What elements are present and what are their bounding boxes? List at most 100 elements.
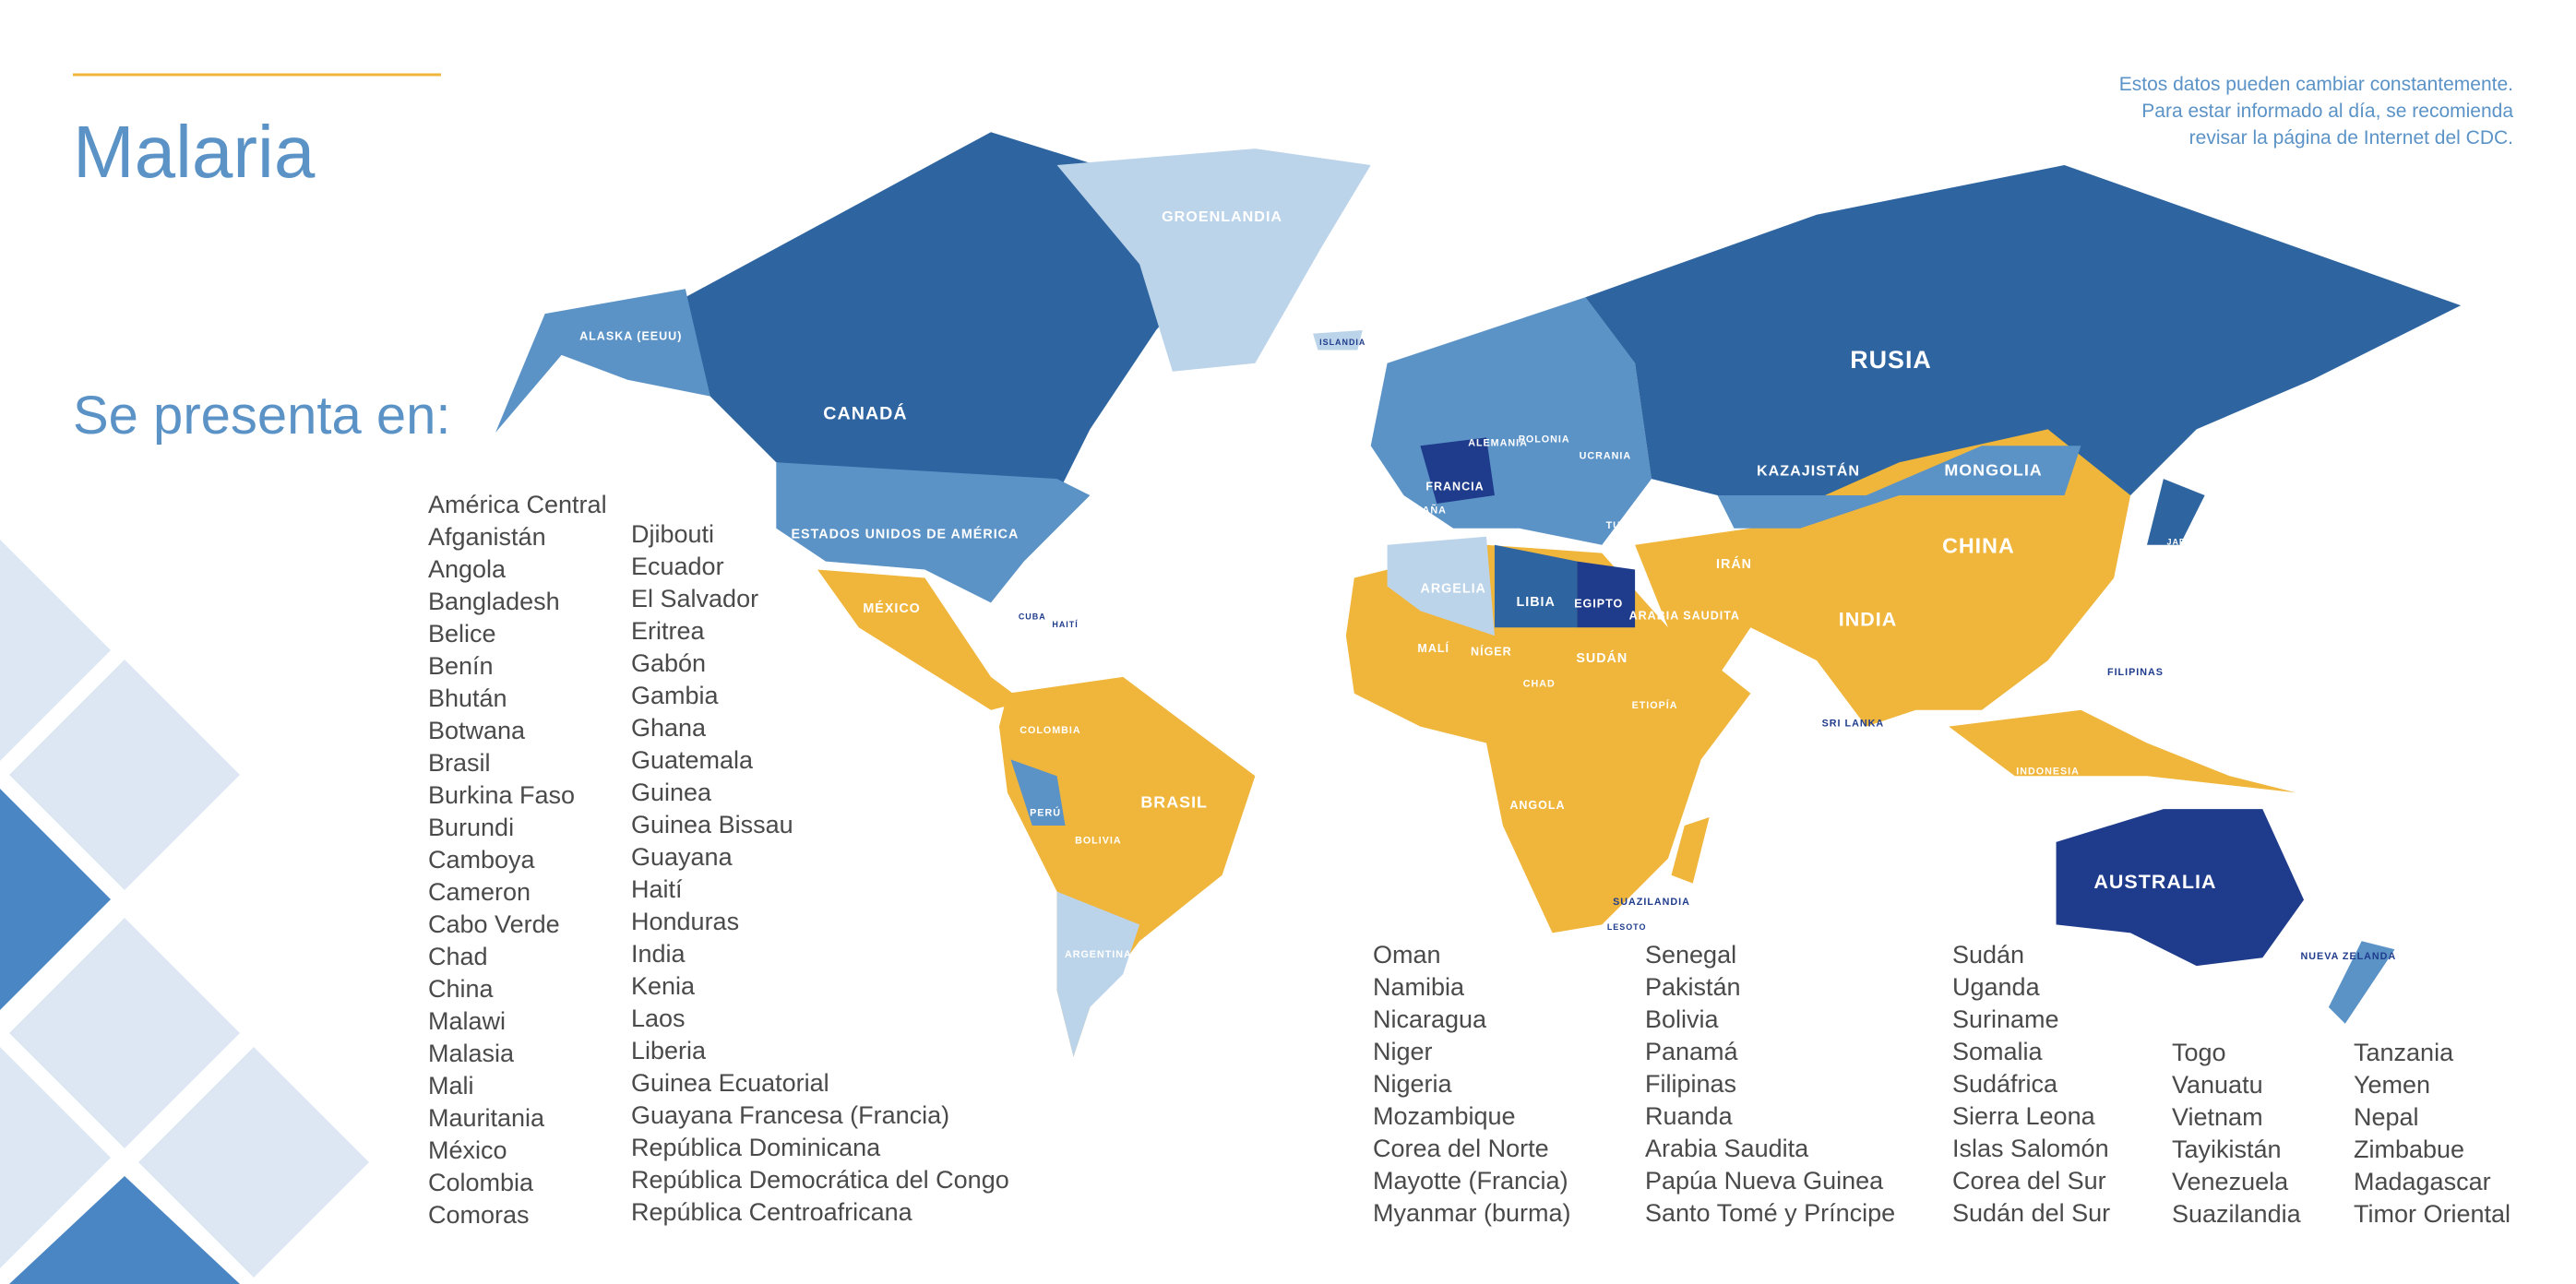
region	[1313, 330, 1363, 351]
country-item: Chad	[428, 943, 488, 970]
map-label: INDONESIA	[2016, 767, 2080, 778]
region	[2056, 809, 2305, 967]
country-item: Malasia	[428, 1040, 515, 1067]
country-item: Myanmar (burma)	[1373, 1199, 1571, 1227]
country-item: Sierra Leona	[1952, 1102, 2096, 1130]
country-item: Sudán	[1952, 941, 2024, 969]
map-label: BOLIVIA	[1075, 836, 1122, 847]
country-item: Cabo Verde	[428, 910, 560, 938]
country-item: Yemen	[2354, 1071, 2430, 1099]
country-item: Pakistán	[1645, 973, 1741, 1001]
region	[1671, 817, 1710, 884]
map-label: UCRANIA	[1580, 451, 1632, 462]
country-item: Arabia Saudita	[1645, 1135, 1809, 1162]
country-item: Sudán del Sur	[1952, 1199, 2110, 1227]
country-item: El Salvador	[631, 585, 758, 612]
note-line: Estos datos pueden cambiar constantement…	[2119, 74, 2513, 95]
map-label: ALASKA (EEUU)	[579, 330, 682, 343]
country-item: Panamá	[1645, 1038, 1739, 1065]
map-label: INDIA	[1839, 608, 1897, 630]
country-item: República Democrática del Congo	[631, 1166, 1009, 1194]
region	[817, 569, 1024, 710]
map-label: EGIPTO	[1574, 598, 1623, 611]
map-label: CHINA	[1942, 534, 2015, 558]
map-label: BRASIL	[1140, 792, 1208, 811]
country-item: Namibia	[1373, 973, 1465, 1001]
map-label: MÉXICO	[863, 600, 920, 616]
country-item: Ghana	[631, 714, 707, 742]
region	[1345, 544, 1751, 933]
country-item: Bhután	[428, 684, 507, 712]
map-label: CUBA	[1019, 612, 1046, 621]
country-item: Nigeria	[1373, 1070, 1453, 1098]
country-item: Laos	[631, 1005, 686, 1032]
country-item: Togo	[2172, 1039, 2226, 1066]
title: Malaria	[73, 111, 316, 193]
note-line: Para estar informado al día, se recomien…	[2141, 101, 2513, 122]
country-item: Burkina Faso	[428, 781, 575, 809]
country-item: Ecuador	[631, 553, 724, 580]
country-item: Mali	[428, 1072, 474, 1100]
country-item: Guinea	[631, 779, 712, 806]
map-label: FRANCIA	[1425, 481, 1484, 493]
country-item: Belice	[428, 620, 496, 648]
note: Estos datos pueden cambiar constantement…	[2119, 74, 2514, 149]
map-labels: GROENLANDIA ALASKA (EEUU) CANADÁ ESTADOS UN…	[579, 208, 2397, 962]
decoration	[0, 540, 369, 1284]
country-item: México	[428, 1136, 507, 1164]
region	[1949, 709, 2296, 793]
country-item: Colombia	[428, 1169, 534, 1196]
note-line: revisar la página de Internet del CDC.	[2189, 127, 2513, 149]
country-item: Madagascar	[2354, 1168, 2491, 1195]
map-label: ANGOLA	[1509, 799, 1565, 812]
map-label: KAZAJISTÁN	[1757, 462, 1860, 480]
country-item: China	[428, 975, 495, 1003]
region	[495, 289, 710, 433]
country-item: Suazilandia	[2172, 1200, 2302, 1228]
country-item: Venezuela	[2172, 1168, 2289, 1195]
region	[1577, 561, 1636, 628]
map-label: ISLANDIA	[1319, 338, 1366, 347]
country-item: Niger	[1373, 1038, 1433, 1065]
map-label: MONGOLIA	[1944, 461, 2042, 480]
country-item: Mauritania	[428, 1104, 545, 1132]
country-item: Sudáfrica	[1952, 1070, 2058, 1098]
map-label: FILIPINAS	[2107, 667, 2164, 678]
map-label: RUSIA	[1850, 346, 1932, 374]
map-label: ARGELIA	[1420, 582, 1485, 597]
country-item: Guinea Ecuatorial	[631, 1069, 829, 1097]
map-label: PERÚ	[1030, 806, 1061, 818]
country-item: Bangladesh	[428, 588, 560, 615]
map-label: SUDÁN	[1576, 650, 1628, 666]
country-item: Mayotte (Francia)	[1373, 1167, 1568, 1195]
country-item: Cameron	[428, 878, 531, 906]
region	[1585, 165, 2462, 495]
country-item: Guatemala	[631, 746, 754, 774]
diamond	[138, 1047, 369, 1278]
country-item: Honduras	[631, 908, 739, 935]
country-item: Camboya	[428, 846, 536, 874]
country-item: Gambia	[631, 682, 720, 709]
country-item: Nicaragua	[1373, 1005, 1487, 1033]
region	[1494, 544, 1578, 628]
region	[2147, 479, 2205, 545]
diamond	[0, 540, 111, 761]
map-label: CHAD	[1523, 679, 1556, 690]
map-label: HAITÍ	[1052, 620, 1078, 629]
country-item: Uganda	[1952, 973, 2041, 1001]
map-label: COLOMBIA	[1020, 725, 1080, 736]
country-item: Guayana	[631, 843, 733, 871]
country-item: Burundi	[428, 814, 514, 841]
country-item: Guayana Francesa (Francia)	[631, 1101, 949, 1129]
country-item: Bolivia	[1645, 1005, 1720, 1033]
country-item: Santo Tomé y Príncipe	[1645, 1199, 1895, 1227]
map-label: AUSTRALIA	[2093, 871, 2216, 893]
map-label: NUEVA ZELANDA	[2301, 951, 2397, 962]
country-item: Mozambique	[1373, 1102, 1516, 1130]
country-item: India	[631, 940, 686, 968]
country-item: Senegal	[1645, 941, 1736, 969]
world-map	[495, 132, 2462, 1057]
country-item: Vietnam	[2172, 1103, 2263, 1131]
